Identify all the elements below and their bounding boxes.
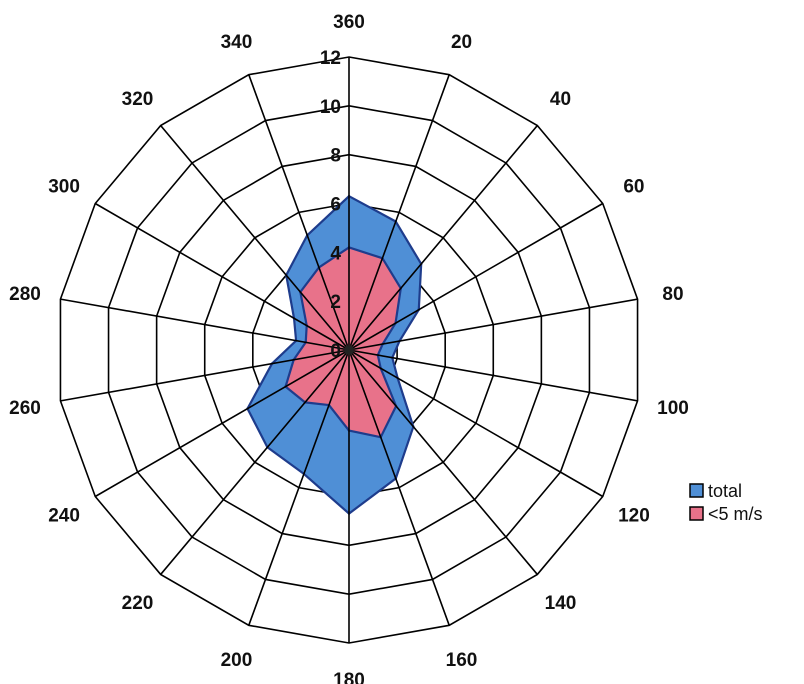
spoke-40 [348, 125, 538, 351]
direction-label-280: 280 [9, 284, 41, 305]
direction-label-80: 80 [662, 284, 683, 305]
spoke-220 [160, 349, 350, 575]
spoke-160 [348, 349, 450, 626]
spoke-240 [94, 349, 350, 498]
legend-swatch-lt5 [689, 506, 704, 521]
legend-label-total: total [708, 481, 742, 501]
direction-label-240: 240 [48, 506, 80, 527]
direction-label-300: 300 [48, 177, 80, 198]
center-dot [344, 345, 354, 355]
spoke-300 [94, 202, 350, 351]
spoke-340 [248, 74, 350, 351]
spoke-20 [348, 74, 450, 351]
direction-label-40: 40 [550, 89, 571, 110]
radial-label-0: 0 [330, 341, 341, 362]
spoke-320 [160, 125, 350, 351]
legend: total <5 m/s [686, 468, 796, 530]
radial-label-2: 2 [330, 292, 341, 313]
spoke-140 [348, 349, 538, 575]
direction-label-20: 20 [451, 32, 472, 53]
spoke-60 [348, 202, 604, 351]
spoke-200 [248, 349, 350, 626]
legend-label-lt5: <5 m/s [708, 504, 763, 524]
direction-label-160: 160 [446, 650, 478, 671]
radial-labels: 0 2 4 6 8 10 12 [320, 48, 342, 362]
radial-label-8: 8 [330, 146, 341, 167]
spoke-80 [348, 298, 638, 351]
legend-swatch-total [689, 483, 704, 498]
radial-label-12: 12 [320, 48, 341, 69]
radial-label-4: 4 [330, 243, 341, 264]
direction-label-180: 180 [333, 670, 365, 684]
direction-label-140: 140 [545, 593, 577, 614]
direction-labels: 3602040608010012014016018020022024026028… [9, 12, 689, 684]
radial-label-6: 6 [330, 195, 341, 216]
direction-label-200: 200 [221, 650, 253, 671]
spoke-260 [60, 349, 350, 402]
radial-spokes [60, 57, 638, 643]
direction-label-220: 220 [122, 593, 154, 614]
radial-label-10: 10 [320, 97, 341, 118]
direction-label-320: 320 [122, 89, 154, 110]
spoke-120 [348, 349, 604, 498]
direction-label-100: 100 [657, 398, 689, 419]
direction-label-120: 120 [618, 506, 650, 527]
direction-label-360: 360 [333, 12, 365, 33]
spoke-280 [60, 298, 350, 351]
direction-label-60: 60 [623, 177, 644, 198]
spoke-100 [348, 349, 638, 402]
direction-label-260: 260 [9, 398, 41, 419]
direction-label-340: 340 [221, 32, 253, 53]
